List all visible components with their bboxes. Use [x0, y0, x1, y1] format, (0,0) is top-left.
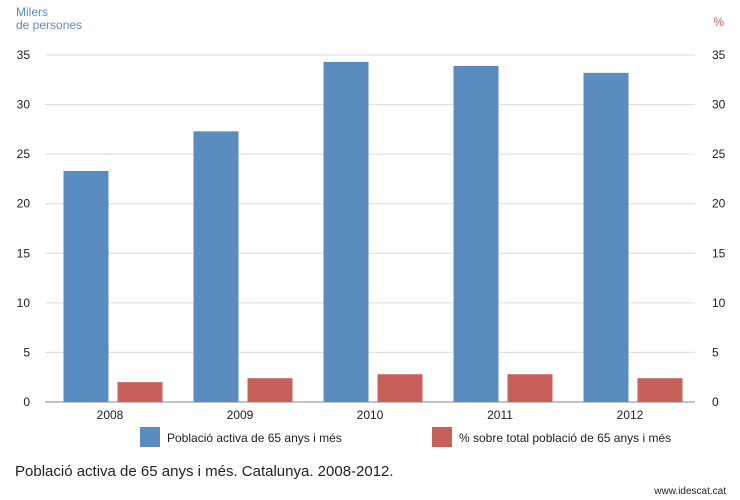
- left-axis-tick-label: 25: [17, 147, 31, 161]
- right-axis-tick-label: 35: [712, 48, 726, 62]
- left-axis-unit-line-2: de persones: [16, 18, 83, 32]
- x-axis-tick-label: 2009: [227, 408, 254, 422]
- bar-percent: [377, 374, 423, 402]
- x-axis-tick-label: 2008: [97, 408, 124, 422]
- x-axis-tick-label: 2010: [357, 408, 384, 422]
- right-axis-tick-label: 25: [712, 147, 726, 161]
- bar-poblacio-activa: [63, 170, 109, 402]
- right-axis-tick-label: 0: [712, 395, 719, 409]
- bar-poblacio-activa: [193, 131, 239, 402]
- left-axis-tick-label: 20: [17, 197, 31, 211]
- source-link[interactable]: www.idescat.cat: [654, 486, 726, 497]
- left-axis-tick-label: 15: [17, 246, 31, 260]
- legend-swatch-percent: [432, 427, 452, 447]
- bar-poblacio-activa: [453, 65, 499, 403]
- right-axis-tick-label: 5: [712, 345, 719, 359]
- x-axis-tick-label: 2011: [487, 408, 513, 422]
- bar-poblacio-activa: [583, 72, 629, 403]
- right-axis-tick-label: 10: [712, 296, 726, 310]
- right-axis-unit-label: %: [713, 15, 724, 29]
- bar-percent: [507, 374, 553, 402]
- left-axis-unit-line-1: Milers: [16, 5, 48, 19]
- left-axis-tick-label: 30: [17, 98, 31, 112]
- chart-caption: Població activa de 65 anys i més. Catalu…: [15, 463, 394, 480]
- left-axis-tick-label: 35: [17, 48, 31, 62]
- right-axis-tick-label: 30: [712, 98, 726, 112]
- right-axis-tick-label: 15: [712, 246, 726, 260]
- bar-percent: [637, 378, 683, 402]
- left-axis-tick-label: 5: [23, 345, 30, 359]
- bar-percent: [247, 378, 293, 402]
- left-axis-tick-label: 10: [17, 296, 31, 310]
- legend-swatch-poblacio-activa: [140, 427, 160, 447]
- left-axis-unit-label: Milers de persones: [16, 6, 82, 32]
- x-axis-tick-label: 2012: [617, 408, 644, 422]
- legend-label-percent: % sobre total població de 65 anys i més: [459, 431, 671, 445]
- bar-poblacio-activa: [323, 61, 369, 402]
- bar-percent: [117, 382, 163, 402]
- legend-label-poblacio-activa: Població activa de 65 anys i més: [167, 431, 342, 445]
- right-axis-tick-label: 20: [712, 197, 726, 211]
- left-axis-tick-label: 0: [23, 395, 30, 409]
- bar-chart: 0 0 5 5 10 10 15 15 20 20 25 25 30 30 35 35 2008 2009 2010…: [17, 48, 726, 447]
